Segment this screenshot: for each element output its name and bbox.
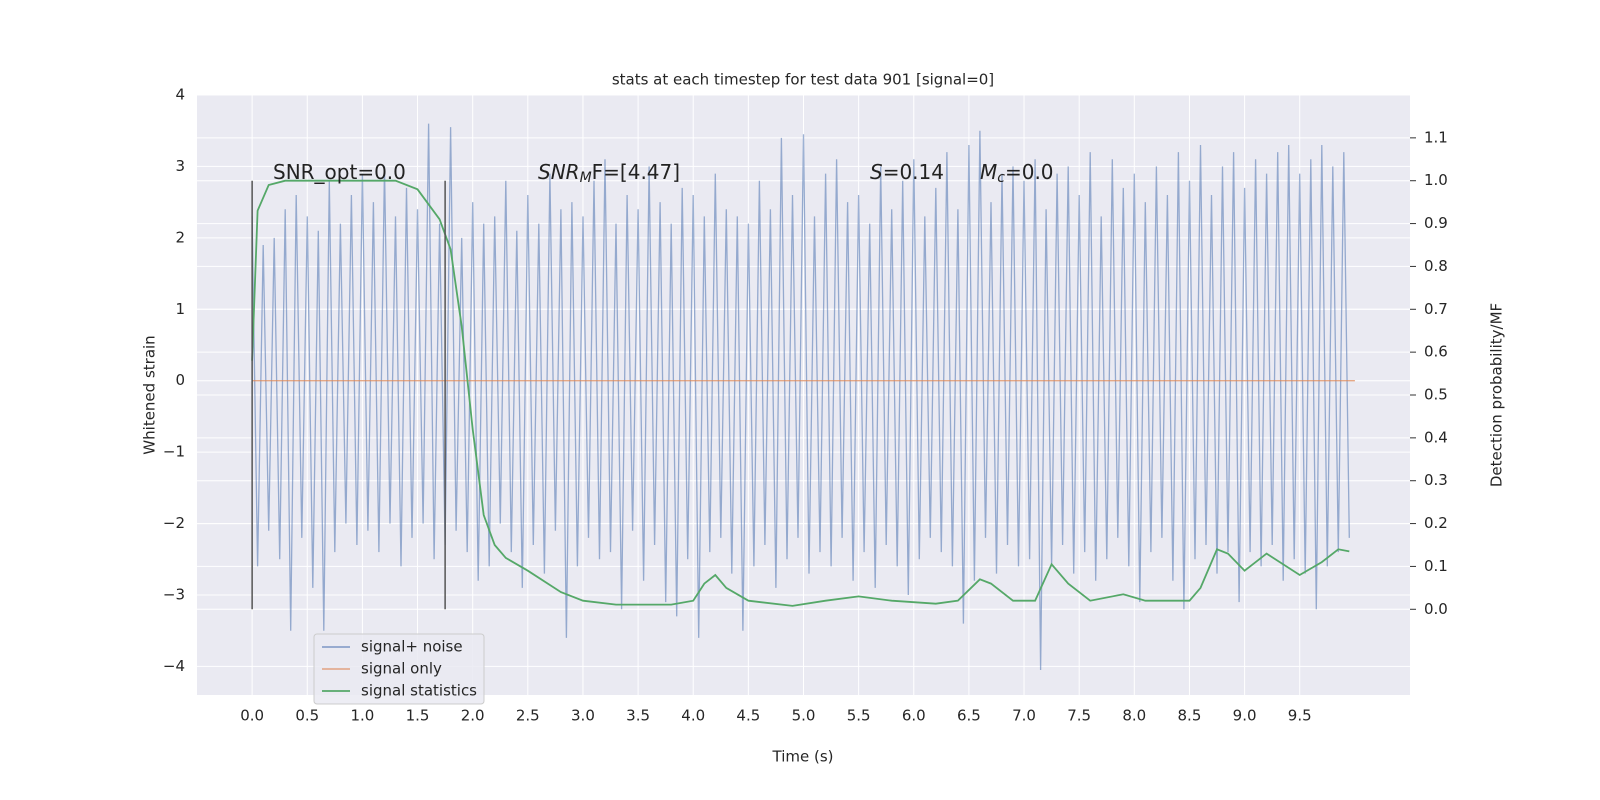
x-tick-label: 4.0 bbox=[681, 707, 705, 725]
chart-title: stats at each timestep for test data 901… bbox=[612, 71, 994, 89]
y2-tick-label: 1.0 bbox=[1424, 171, 1448, 189]
x-tick-label: 8.0 bbox=[1122, 707, 1146, 725]
annotation: SNR_opt=0.0 bbox=[273, 160, 406, 184]
x-tick-label: 0.5 bbox=[295, 707, 319, 725]
y-tick-label: −1 bbox=[163, 443, 185, 461]
x-tick-label: 3.0 bbox=[571, 707, 595, 725]
y2-tick-label: 0.1 bbox=[1424, 557, 1448, 575]
annotation-sub: c bbox=[997, 170, 1005, 186]
y2-tick-label: 0.3 bbox=[1424, 471, 1448, 489]
x-tick-label: 7.0 bbox=[1012, 707, 1036, 725]
x-tick-label: 5.0 bbox=[792, 707, 816, 725]
series-line bbox=[251, 179, 1350, 607]
y-tick-label: −4 bbox=[163, 657, 185, 675]
x-tick-label: 7.5 bbox=[1067, 707, 1091, 725]
legend-label: signal+ noise bbox=[361, 638, 463, 656]
y2-tick-label: 0.5 bbox=[1424, 386, 1448, 404]
legend-label: signal statistics bbox=[361, 682, 477, 700]
y-tick-label: 4 bbox=[175, 86, 185, 104]
x-tick-label: 6.0 bbox=[902, 707, 926, 725]
annotation: Mc=0.0 bbox=[980, 160, 1054, 187]
x-tick-label: 2.0 bbox=[461, 707, 485, 725]
annotation: S=0.14 bbox=[870, 160, 944, 184]
y2-tick-label: 0.0 bbox=[1424, 600, 1448, 618]
y-axis-label: Whitened strain bbox=[141, 335, 159, 454]
y2-tick-label: 0.4 bbox=[1424, 428, 1448, 446]
annotation-base: S bbox=[870, 160, 883, 184]
y-tick-label: 1 bbox=[175, 300, 185, 318]
annotation-rest: F=[4.47] bbox=[592, 160, 680, 184]
y2-tick-label: 0.8 bbox=[1424, 257, 1448, 275]
y-tick-label: −3 bbox=[163, 586, 185, 604]
annotation: SNRMF=[4.47] bbox=[538, 160, 680, 187]
x-tick-label: 2.5 bbox=[516, 707, 540, 725]
annotation-base: M bbox=[980, 160, 997, 184]
y-tick-label: 0 bbox=[175, 371, 185, 389]
series-line bbox=[251, 123, 1350, 671]
x-tick-label: 6.5 bbox=[957, 707, 981, 725]
y2-tick-label: 0.7 bbox=[1424, 300, 1448, 318]
annotation-rest: =0.0 bbox=[1005, 160, 1054, 184]
annotation-base: SNR_opt=0.0 bbox=[273, 160, 406, 184]
x-axis-label: Time (s) bbox=[772, 748, 834, 766]
y2-axis-label: Detection probability/MF bbox=[1488, 303, 1506, 487]
y-tick-label: 3 bbox=[175, 157, 185, 175]
x-tick-label: 9.0 bbox=[1233, 707, 1257, 725]
legend-label: signal only bbox=[361, 660, 442, 678]
y2-tick-label: 0.2 bbox=[1424, 514, 1448, 532]
x-tick-label: 3.5 bbox=[626, 707, 650, 725]
x-tick-label: 4.5 bbox=[736, 707, 760, 725]
x-tick-label: 0.0 bbox=[240, 707, 264, 725]
legend-box bbox=[313, 633, 485, 705]
annotation-sub: M bbox=[580, 170, 592, 186]
x-tick-label: 8.5 bbox=[1178, 707, 1202, 725]
y2-tick-label: 1.1 bbox=[1424, 128, 1448, 146]
x-tick-label: 9.5 bbox=[1288, 707, 1312, 725]
y2-tick-label: 0.9 bbox=[1424, 214, 1448, 232]
y-tick-label: −2 bbox=[163, 514, 185, 532]
annotation-rest: =0.14 bbox=[883, 160, 944, 184]
annotation-base: SNR bbox=[538, 160, 580, 184]
y-tick-label: 2 bbox=[175, 228, 185, 246]
x-tick-label: 1.0 bbox=[350, 707, 374, 725]
x-tick-label: 1.5 bbox=[406, 707, 430, 725]
x-tick-label: 5.5 bbox=[847, 707, 871, 725]
y2-tick-label: 0.6 bbox=[1424, 343, 1448, 361]
